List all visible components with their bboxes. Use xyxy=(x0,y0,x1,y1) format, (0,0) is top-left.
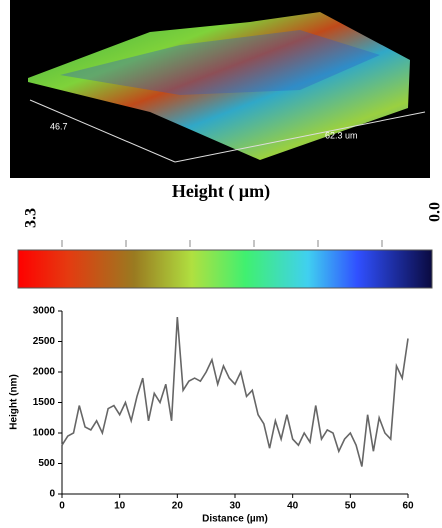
x-tick-label: 40 xyxy=(287,501,299,512)
y-tick-label: 1000 xyxy=(33,428,56,439)
y-tick-label: 2000 xyxy=(33,367,56,378)
y-tick-label: 1500 xyxy=(33,397,56,408)
x-axis-label: Distance (µm) xyxy=(202,514,268,525)
x-tick-label: 0 xyxy=(59,501,65,512)
x-tick-label: 30 xyxy=(229,501,241,512)
x-tick-label: 20 xyxy=(172,501,184,512)
colorbar-max: 3.3 xyxy=(23,208,40,228)
y-tick-label: 500 xyxy=(38,458,55,469)
surface-axis xyxy=(29,99,176,163)
height-profile xyxy=(61,317,409,467)
y-tick-label: 2500 xyxy=(33,336,56,347)
surface-shade xyxy=(60,30,380,95)
x-tick-label: 50 xyxy=(345,501,357,512)
surface-length-label: 62.3 um xyxy=(325,130,358,140)
y-axis-label: Height (nm) xyxy=(9,374,20,430)
colorbar-min: 0.0 xyxy=(427,202,442,222)
y-tick-label: 0 xyxy=(49,489,55,500)
colorbar-ticks xyxy=(61,240,383,247)
surface-axis xyxy=(174,111,426,163)
colorbar-title: Height ( µm) xyxy=(172,181,270,202)
y-tick-label: 3000 xyxy=(33,306,56,317)
x-tick-label: 60 xyxy=(402,501,414,512)
x-tick-label: 10 xyxy=(114,501,126,512)
surface-width-label: 46.7 xyxy=(50,121,68,131)
colorbar xyxy=(17,249,433,289)
surface-3d xyxy=(28,12,410,160)
